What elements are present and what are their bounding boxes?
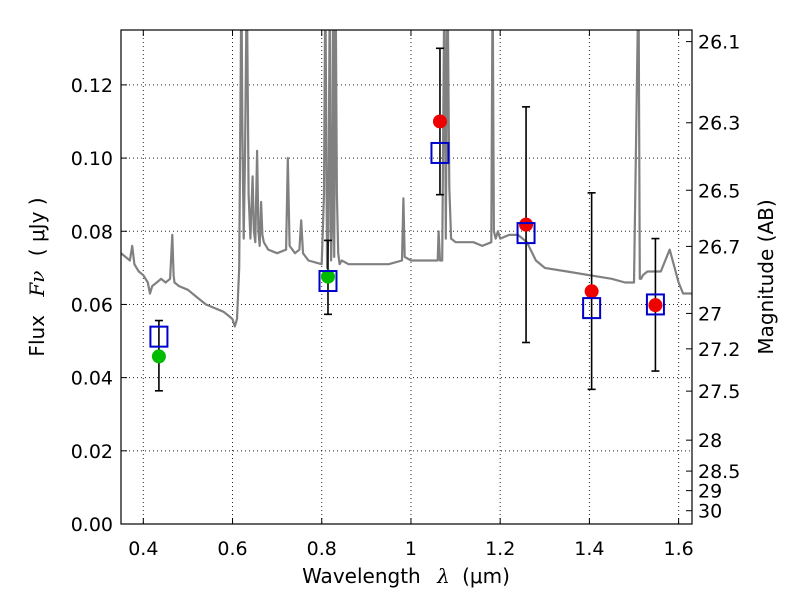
magnitude-tick-label: 28.5 [698,461,740,483]
magnitude-tick-label: 29 [698,481,722,503]
magnitude-tick-label: 26.5 [698,180,740,202]
x-tick-label: 1.4 [574,538,604,560]
magnitude-tick-label: 27.5 [698,381,740,403]
data-layer [121,30,692,392]
y-tick-label: 0.06 [71,294,113,316]
magnitude-tick-label: 26.7 [698,236,740,258]
x-axis-label-symbol: λ [436,564,450,588]
magnitude-tick-label: 26.3 [698,113,740,135]
y-tick-label: 0.00 [71,514,113,536]
x-axis-label: Wavelength λ (μm) [302,564,510,588]
y-tick-label: 0.10 [71,148,113,170]
axis-ticks: 0.4 0.6 0.8 1 1.2 1.4 1.6 0.00 0.02 0.04 0.06 0.08 0… [71,30,740,560]
y-tick-label: 0.04 [71,368,113,390]
x-tick-label: 1.6 [664,538,694,560]
y-axis-label-unit: ( μJy ) [25,197,49,256]
y-axis-label: Flux Fν ( μJy ) [25,197,49,356]
x-tick-label: 1 [405,538,417,560]
magnitude-tick-label: 28 [698,430,722,452]
magnitude-axis-label: Magnitude (AB) [754,199,778,354]
model-flux-square [430,141,450,164]
model-flux-square [516,222,536,245]
photometry-point [648,298,663,313]
photometry-point [519,217,534,232]
photometry-point [151,349,166,364]
x-tick-label: 1.2 [485,538,515,560]
x-tick-label: 0.4 [128,538,158,560]
y-tick-label: 0.02 [71,441,113,463]
spectrum-line [121,30,692,328]
x-axis-label-unit: (μm) [462,564,510,588]
y-axis-label-symbol: Fν [25,271,49,298]
photometry-point [584,284,599,299]
magnitude-tick-label: 30 [698,501,722,523]
x-axis-label-prefix: Wavelength [302,564,421,588]
plot-frame [120,29,693,525]
x-tick-label: 0.6 [217,538,247,560]
magnitude-tick-label: 27.2 [698,339,740,361]
photometry-point [320,269,335,284]
magnitude-tick-label: 27 [698,303,722,325]
model-flux-square [318,270,338,293]
magnitude-tick-label: 26.1 [698,32,740,54]
model-flux-square [149,325,169,348]
y-tick-label: 0.12 [71,75,113,97]
y-tick-label: 0.08 [71,221,113,243]
model-flux-square [645,293,665,316]
x-tick-label: 0.8 [307,538,337,560]
y-axis-label-prefix: Flux [25,315,49,357]
model-flux-square [582,297,602,320]
photometry-point [432,114,447,129]
